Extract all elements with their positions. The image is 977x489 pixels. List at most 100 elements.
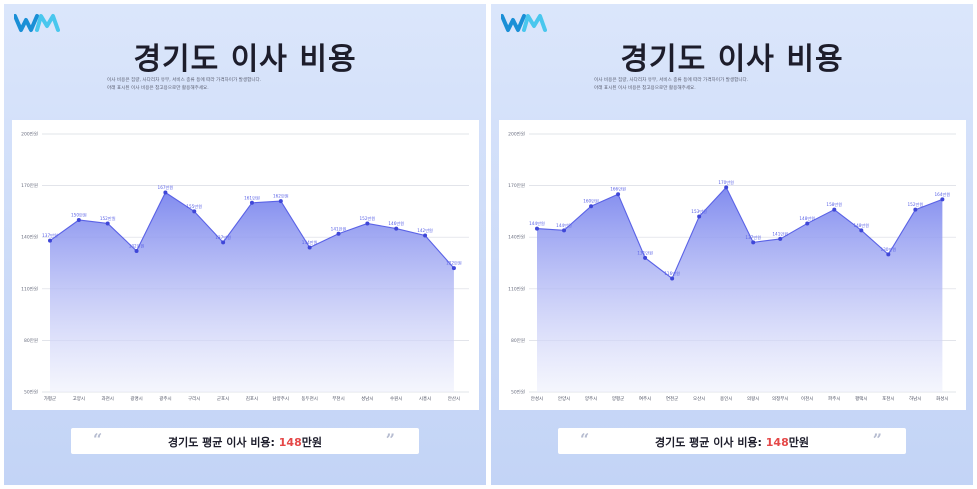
data-point [724,185,729,190]
y-tick-label: 50만원 [24,389,38,396]
value-label: 150만원 [71,212,87,218]
left-panel: 경기도 이사 비용 이사 비용은 집량, 사다리차 유무, 서비스 종류 등에 … [4,4,486,485]
x-tick-label: 구리시 [188,395,200,402]
data-point [940,197,945,202]
value-label: 141만원 [331,225,347,231]
x-tick-label: 군포시 [217,396,229,402]
x-tick-label: 성남시 [361,395,373,402]
y-tick-label: 200만원 [508,131,525,138]
value-label: 161만원 [244,194,260,200]
area-fill [537,187,943,392]
y-tick-label: 200만원 [21,131,38,138]
y-tick-label: 140만원 [508,234,525,241]
x-tick-label: 용인시 [720,395,732,402]
value-label: 130만원 [880,246,896,252]
data-point [48,238,52,243]
value-label: 152만원 [360,215,376,221]
y-tick-label: 170만원 [508,182,525,189]
data-point [451,266,456,271]
data-point [278,199,283,204]
y-tick-label: 140만원 [21,234,38,241]
x-tick-label: 부천시 [332,395,344,402]
average-cost-unit: 만원 [788,436,809,449]
data-point [751,240,756,245]
x-tick-label: 남양주시 [273,395,290,402]
x-tick-label: 평택시 [855,395,867,402]
description-line-2: 아래 표시된 이사 비용은 참고용으로만 활용해주세요. [107,86,209,91]
data-point [805,221,810,226]
average-cost-unit: 만원 [301,436,322,449]
data-point [365,221,370,226]
value-label: 122만원 [446,260,462,266]
close-quote-icon: ” [872,430,882,449]
brand-logo-icon [501,14,547,32]
value-label: 162만원 [273,193,289,199]
x-tick-label: 고양시 [73,395,85,402]
data-point [336,231,341,236]
description-line-1: 이사 비용은 집량, 사다리차 유무, 서비스 종류 등에 따라 가격차이가 발… [594,78,749,83]
value-label: 134만원 [302,239,318,245]
x-tick-label: 오산시 [693,395,705,402]
average-cost-banner: “ 경기도 평균 이사 비용: 148만원 ” [558,428,906,454]
average-cost-text: 경기도 평균 이사 비용: 148만원 [71,434,419,450]
x-tick-label: 안양시 [558,395,570,402]
y-tick-label: 110만원 [21,285,38,292]
x-tick-label: 동두천시 [301,395,318,402]
data-point [832,207,837,212]
value-label: 167만원 [158,184,174,190]
x-tick-label: 안산시 [448,395,460,402]
series-line [536,186,943,280]
average-cost-prefix: 경기도 평균 이사 비용: [167,436,279,449]
data-point [394,226,399,231]
chart-card: 50만원 80만원 110만원 140만원 170만원 200만원 137만원 가평군 150만… [12,120,479,410]
average-cost-banner: “ 경기도 평균 이사 비용: 148만원 ” [71,428,419,454]
description: 이사 비용은 집량, 사다리차 유무, 서비스 종류 등에 따라 가격차이가 발… [594,77,894,93]
y-tick-label: 80만원 [511,337,525,344]
average-cost-prefix: 경기도 평균 이사 비용: [654,436,766,449]
x-tick-label: 김포시 [246,395,258,402]
data-point [192,209,197,214]
data-point [589,204,594,209]
value-label: 142만원 [417,227,433,233]
description-line-2: 아래 표시된 이사 비용은 참고용으로만 활용해주세요. [594,86,696,91]
value-label: 132만원 [129,242,145,248]
data-point [105,221,110,226]
average-cost-text: 경기도 평균 이사 비용: 148만원 [558,434,906,450]
x-tick-label: 이천시 [801,395,813,402]
open-quote-icon: “ [580,430,590,449]
data-point [423,233,428,238]
value-label: 148만원 [853,222,869,228]
close-quote-icon: ” [385,430,395,449]
open-quote-icon: “ [93,430,103,449]
value-label: 116만원 [664,270,680,276]
data-point [886,252,891,257]
average-cost-value: 148 [278,436,302,449]
right-panel: 경기도 이사 비용 이사 비용은 집량, 사다리차 유무, 서비스 종류 등에 … [491,4,973,485]
value-label: 152만원 [908,201,924,207]
brand-logo-icon [14,14,60,32]
value-label: 144만원 [556,222,572,228]
data-point [913,207,918,212]
value-label: 170만원 [718,179,734,185]
value-label: 137만원 [215,234,231,240]
x-tick-label: 의정부시 [772,395,789,402]
value-label: 144만원 [529,220,545,226]
value-label: 131만원 [637,249,653,255]
x-tick-label: 과천시 [101,395,113,402]
value-label: 137만원 [42,232,58,238]
x-tick-label: 파주시 [828,395,840,402]
page-title: 경기도 이사 비용 [133,42,357,77]
y-tick-label: 170만원 [21,182,38,189]
data-point [249,200,254,205]
description-line-1: 이사 비용은 집량, 사다리차 유무, 서비스 종류 등에 따라 가격차이가 발… [107,78,262,83]
x-tick-label: 하남시 [909,395,921,402]
value-label: 160만원 [583,198,599,204]
description: 이사 비용은 집량, 사다리차 유무, 서비스 종류 등에 따라 가격차이가 발… [107,77,407,93]
x-tick-label: 포천시 [882,395,894,402]
x-tick-label: 화성시 [936,395,948,402]
data-point [670,276,675,281]
data-point [859,228,864,233]
value-label: 158만원 [826,201,842,207]
x-tick-label: 의왕시 [747,395,759,402]
